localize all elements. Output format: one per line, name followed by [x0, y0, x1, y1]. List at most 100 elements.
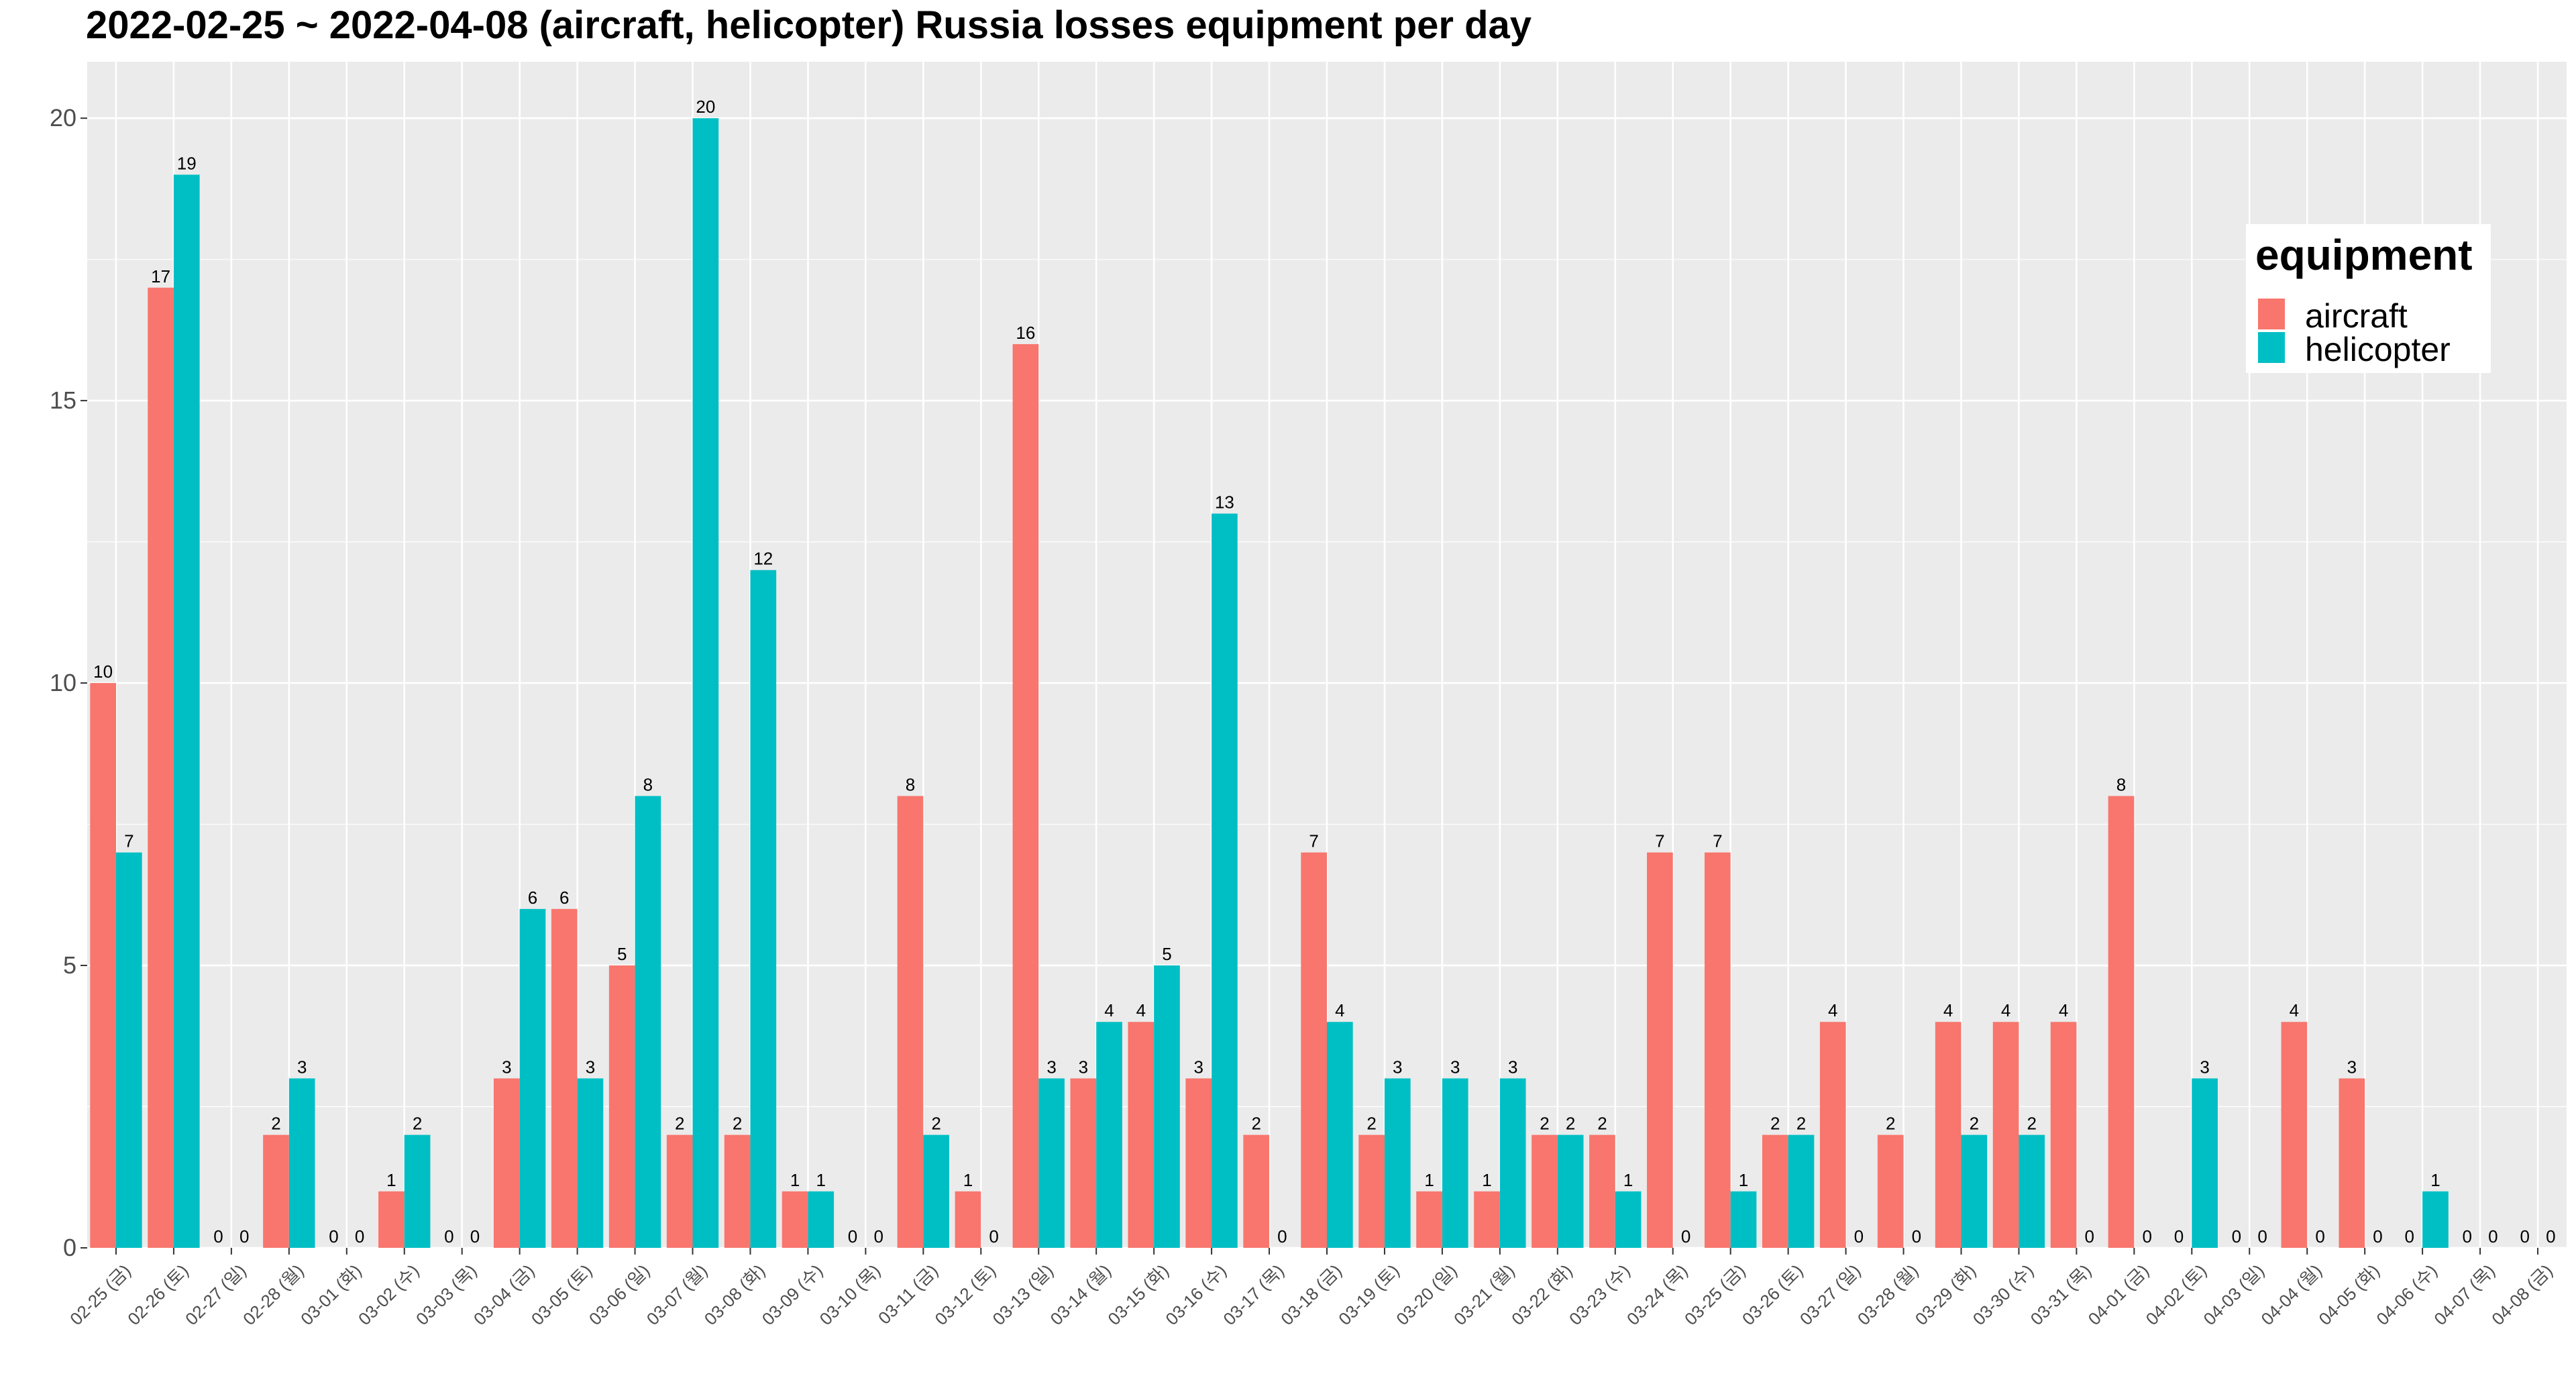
data-label-helicopter: 0	[1277, 1226, 1287, 1247]
data-label-aircraft: 3	[1194, 1057, 1203, 1077]
data-label-helicopter: 0	[1854, 1226, 1864, 1247]
bar-helicopter	[750, 570, 777, 1248]
data-label-helicopter: 5	[1162, 944, 1171, 964]
data-label-helicopter: 8	[643, 774, 653, 794]
x-tick-label: 03-27 (일)	[1796, 1261, 1865, 1330]
data-label-helicopter: 0	[2488, 1226, 2498, 1247]
x-tick-label: 03-11 (금)	[874, 1261, 942, 1328]
data-label-helicopter: 2	[1796, 1114, 1806, 1134]
bar-helicopter	[404, 1134, 431, 1248]
data-label-helicopter: 6	[528, 888, 537, 908]
y-tick-label: 20	[50, 104, 76, 131]
x-tick-label: 03-21 (월)	[1450, 1261, 1519, 1330]
data-label-helicopter: 0	[1912, 1226, 1921, 1247]
data-label-helicopter: 3	[1393, 1057, 1402, 1077]
data-label-aircraft: 8	[2116, 774, 2126, 794]
bar-aircraft	[1935, 1022, 1962, 1248]
x-tick-label: 03-10 (목)	[816, 1261, 885, 1330]
x-tick-label: 03-29 (화)	[1911, 1261, 1980, 1330]
data-label-helicopter: 2	[1566, 1114, 1575, 1134]
bar-aircraft	[2281, 1022, 2308, 1248]
bar-aircraft	[1243, 1134, 1270, 1248]
bar-aircraft	[955, 1191, 981, 1248]
x-tick-label: 03-16 (수)	[1161, 1261, 1230, 1330]
data-label-helicopter: 1	[816, 1170, 826, 1190]
bar-aircraft	[148, 287, 174, 1248]
legend-key-aircraft	[2258, 299, 2285, 329]
legend: equipment aircraft helicopter	[2246, 224, 2491, 373]
x-tick-label: 04-05 (화)	[2314, 1261, 2383, 1330]
x-tick-label: 03-05 (토)	[527, 1261, 596, 1330]
y-tick-label: 10	[50, 669, 76, 696]
data-label-helicopter: 4	[1335, 1000, 1344, 1020]
data-label-helicopter: 3	[1508, 1057, 1517, 1077]
bar-helicopter	[1096, 1022, 1122, 1248]
x-tick-label: 03-13 (일)	[989, 1261, 1058, 1330]
bar-helicopter	[1384, 1078, 1411, 1248]
bar-aircraft	[1301, 852, 1327, 1248]
data-label-helicopter: 0	[2142, 1226, 2151, 1247]
data-label-helicopter: 0	[470, 1226, 480, 1247]
x-tick-label: 04-04 (월)	[2257, 1261, 2326, 1330]
bar-aircraft	[1416, 1191, 1442, 1248]
bar-helicopter	[1499, 1078, 1526, 1248]
bar-aircraft	[1877, 1134, 1904, 1248]
bar-aircraft	[1647, 852, 1673, 1248]
data-label-aircraft: 3	[502, 1057, 511, 1077]
bar-aircraft	[1185, 1078, 1212, 1248]
y-tick-label: 5	[63, 951, 76, 979]
data-label-aircraft: 1	[1482, 1170, 1491, 1190]
data-label-aircraft: 4	[1136, 1000, 1146, 1020]
x-tick-label: 03-02 (수)	[354, 1261, 423, 1330]
data-label-helicopter: 2	[2027, 1114, 2037, 1134]
bar-aircraft	[2108, 796, 2135, 1248]
data-label-aircraft: 4	[1828, 1000, 1837, 1020]
data-label-aircraft: 0	[213, 1226, 223, 1247]
data-label-aircraft: 0	[2174, 1226, 2184, 1247]
bar-aircraft	[378, 1191, 405, 1248]
bar-helicopter	[1154, 965, 1180, 1248]
bar-helicopter	[692, 118, 719, 1249]
x-tick-label: 03-31 (목)	[2027, 1261, 2096, 1330]
x-tick-label: 04-03 (일)	[2200, 1261, 2269, 1330]
data-label-aircraft: 4	[2059, 1000, 2068, 1020]
data-label-helicopter: 0	[1681, 1226, 1690, 1247]
bar-helicopter	[2192, 1078, 2218, 1248]
data-label-helicopter: 0	[2315, 1226, 2324, 1247]
x-tick-label: 03-04 (금)	[470, 1261, 539, 1330]
bar-helicopter	[1961, 1134, 1988, 1248]
data-label-helicopter: 7	[124, 831, 133, 851]
data-label-aircraft: 1	[963, 1170, 973, 1190]
data-label-helicopter: 20	[696, 97, 715, 117]
bar-aircraft	[897, 796, 924, 1248]
bar-aircraft	[2050, 1022, 2077, 1248]
x-tick-label: 03-19 (토)	[1334, 1261, 1403, 1330]
bar-helicopter	[1038, 1078, 1065, 1248]
data-label-aircraft: 0	[444, 1226, 453, 1247]
data-label-helicopter: 2	[931, 1114, 941, 1134]
data-label-aircraft: 16	[1016, 323, 1035, 343]
x-tick-label: 04-08 (금)	[2487, 1261, 2557, 1330]
bar-helicopter	[1327, 1022, 1353, 1248]
y-tick-label: 15	[50, 386, 76, 414]
x-tick-label: 03-17 (목)	[1219, 1261, 1288, 1330]
data-label-helicopter: 3	[2200, 1057, 2209, 1077]
legend-label-helicopter: helicopter	[2305, 331, 2451, 368]
x-tick-label: 03-01 (화)	[297, 1261, 366, 1330]
bar-aircraft	[263, 1134, 289, 1248]
bar-aircraft	[1474, 1191, 1500, 1248]
bar-aircraft	[1704, 852, 1731, 1248]
data-label-aircraft: 2	[1251, 1114, 1260, 1134]
legend-background	[2246, 224, 2491, 373]
bar-helicopter	[1615, 1191, 1642, 1248]
bar-aircraft	[782, 1191, 808, 1248]
data-label-helicopter: 12	[753, 549, 773, 569]
x-axis: 02-25 (금)02-26 (토)02-27 (일)02-28 (월)03-0…	[66, 1248, 2557, 1329]
bar-aircraft	[724, 1134, 751, 1248]
x-tick-label: 04-07 (목)	[2430, 1261, 2499, 1330]
data-label-helicopter: 13	[1215, 492, 1234, 513]
data-label-helicopter: 3	[297, 1057, 307, 1077]
x-tick-label: 03-14 (월)	[1046, 1261, 1115, 1330]
x-tick-label: 03-12 (토)	[931, 1261, 1000, 1330]
